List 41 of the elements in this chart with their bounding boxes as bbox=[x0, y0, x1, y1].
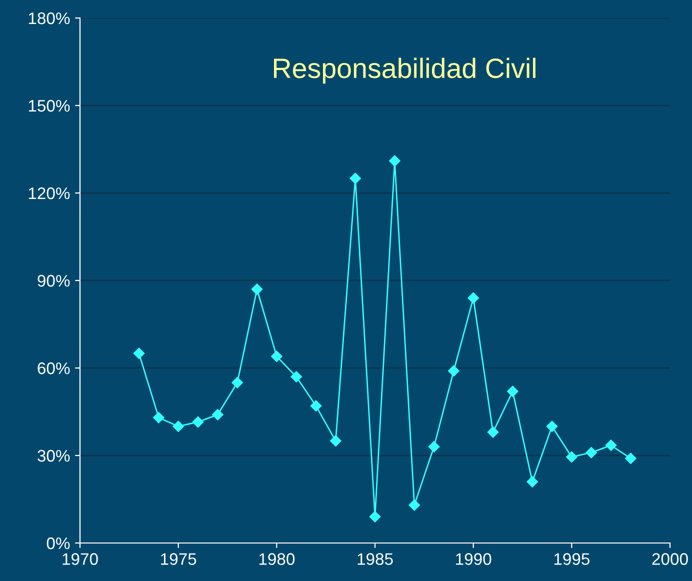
point bbox=[526, 476, 538, 488]
y-tick-label: 30% bbox=[38, 450, 70, 462]
point bbox=[369, 511, 381, 522]
point bbox=[586, 446, 597, 458]
point bbox=[408, 499, 420, 511]
point bbox=[212, 409, 224, 420]
point bbox=[271, 350, 282, 362]
point bbox=[487, 426, 499, 438]
point bbox=[507, 386, 518, 397]
point bbox=[605, 440, 617, 451]
point bbox=[389, 155, 400, 167]
x-tick-label: 1980 bbox=[259, 553, 295, 565]
point bbox=[448, 365, 460, 377]
y-tick-label: 180% bbox=[28, 12, 70, 24]
point bbox=[251, 284, 263, 295]
point bbox=[468, 292, 479, 304]
point bbox=[133, 348, 145, 360]
point bbox=[566, 451, 578, 463]
point bbox=[625, 452, 636, 464]
point bbox=[310, 400, 322, 412]
y-tick-label: 0% bbox=[46, 537, 70, 550]
point bbox=[192, 416, 204, 428]
y-tick-label: 60% bbox=[38, 362, 70, 374]
point bbox=[172, 420, 184, 432]
point bbox=[330, 435, 342, 447]
y-tick-label: 150% bbox=[28, 100, 70, 112]
y-tick-label: 90% bbox=[38, 274, 70, 287]
y-tick-label: 120% bbox=[28, 187, 70, 200]
point bbox=[290, 371, 302, 382]
x-tick-label: 1985 bbox=[358, 553, 393, 565]
point bbox=[546, 420, 558, 432]
point bbox=[232, 376, 243, 388]
x-tick-label: 2000 bbox=[652, 553, 688, 565]
x-tick-label: 1970 bbox=[62, 553, 98, 565]
x-tick-label: 1990 bbox=[456, 553, 492, 565]
point bbox=[428, 441, 440, 452]
point bbox=[153, 412, 164, 424]
text: Responsabilidad Civil bbox=[274, 58, 536, 84]
x-tick-label: 1975 bbox=[161, 553, 196, 565]
point bbox=[350, 172, 361, 184]
x-tick-label: 1995 bbox=[554, 553, 590, 565]
